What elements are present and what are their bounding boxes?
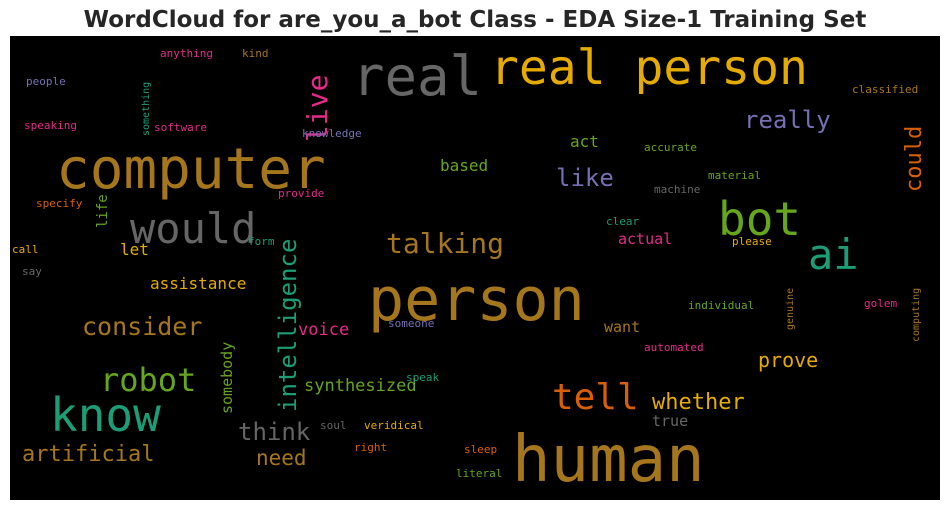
word-prove: prove bbox=[758, 348, 819, 372]
word-robot: robot bbox=[100, 361, 197, 399]
word-want: want bbox=[604, 318, 641, 336]
word-really: really bbox=[744, 106, 831, 134]
word-individual: individual bbox=[688, 299, 755, 312]
word-automated: automated bbox=[644, 341, 704, 354]
word-call: call bbox=[12, 243, 39, 256]
word-tell: tell bbox=[552, 377, 639, 418]
word-person: person bbox=[368, 265, 585, 335]
word-sleep: sleep bbox=[464, 443, 498, 456]
word-specify: specify bbox=[36, 197, 83, 210]
word-genuine: genuine bbox=[785, 287, 796, 330]
word-knowledge: knowledge bbox=[302, 127, 362, 140]
word-voice: voice bbox=[298, 320, 350, 340]
word-people: people bbox=[26, 75, 66, 88]
word-please: please bbox=[732, 235, 772, 248]
word-computing: computing bbox=[911, 287, 922, 342]
word-machine: machine bbox=[654, 183, 701, 196]
word-consider: consider bbox=[82, 312, 203, 341]
word-act: act bbox=[570, 132, 599, 151]
wordcloud-canvas: real person real live computer would bot… bbox=[10, 36, 940, 500]
word-form: form bbox=[248, 235, 275, 248]
word-let: let bbox=[120, 240, 149, 259]
word-synthesized: synthesized bbox=[304, 376, 417, 396]
word-real: real bbox=[352, 45, 483, 108]
word-kind: kind bbox=[242, 47, 269, 60]
word-provide: provide bbox=[278, 187, 325, 200]
word-human: human bbox=[512, 423, 705, 497]
word-actual: actual bbox=[618, 230, 673, 248]
word-life: life bbox=[95, 194, 111, 228]
word-material: material bbox=[708, 169, 761, 182]
word-ai: ai bbox=[808, 230, 859, 279]
word-talking: talking bbox=[386, 227, 505, 260]
word-clear: clear bbox=[606, 215, 640, 228]
word-could: could bbox=[902, 125, 927, 192]
word-veridical: veridical bbox=[364, 419, 424, 432]
word-say: say bbox=[22, 265, 42, 278]
word-software: software bbox=[154, 121, 207, 134]
word-someone: someone bbox=[388, 317, 435, 330]
word-based: based bbox=[440, 156, 489, 175]
word-anything: anything bbox=[160, 47, 213, 60]
word-would: would bbox=[130, 204, 257, 253]
word-true: true bbox=[652, 412, 689, 430]
word-literal: literal bbox=[456, 467, 503, 480]
word-bot: bot bbox=[718, 192, 802, 246]
page-title: WordCloud for are_you_a_bot Class - EDA … bbox=[83, 7, 867, 33]
word-think: think bbox=[238, 418, 311, 446]
word-artificial: artificial bbox=[22, 442, 155, 467]
word-like: like bbox=[556, 164, 614, 192]
word-whether: whether bbox=[652, 390, 745, 415]
word-somebody: somebody bbox=[218, 341, 236, 414]
word-something: something bbox=[141, 81, 152, 136]
word-soul: soul bbox=[320, 419, 347, 432]
word-assistance: assistance bbox=[150, 274, 247, 293]
word-need: need bbox=[256, 446, 307, 470]
word-intelligence: intelligence bbox=[274, 238, 302, 412]
word-speaking: speaking bbox=[24, 119, 77, 132]
word-classified: classified bbox=[852, 83, 919, 96]
word-speak: speak bbox=[406, 371, 440, 384]
word-right: right bbox=[354, 441, 388, 454]
word-accurate: accurate bbox=[644, 141, 697, 154]
word-know: know bbox=[50, 388, 161, 442]
word-real-person: real person bbox=[490, 40, 808, 96]
word-golem: golem bbox=[864, 297, 898, 310]
word-computer: computer bbox=[56, 137, 326, 202]
